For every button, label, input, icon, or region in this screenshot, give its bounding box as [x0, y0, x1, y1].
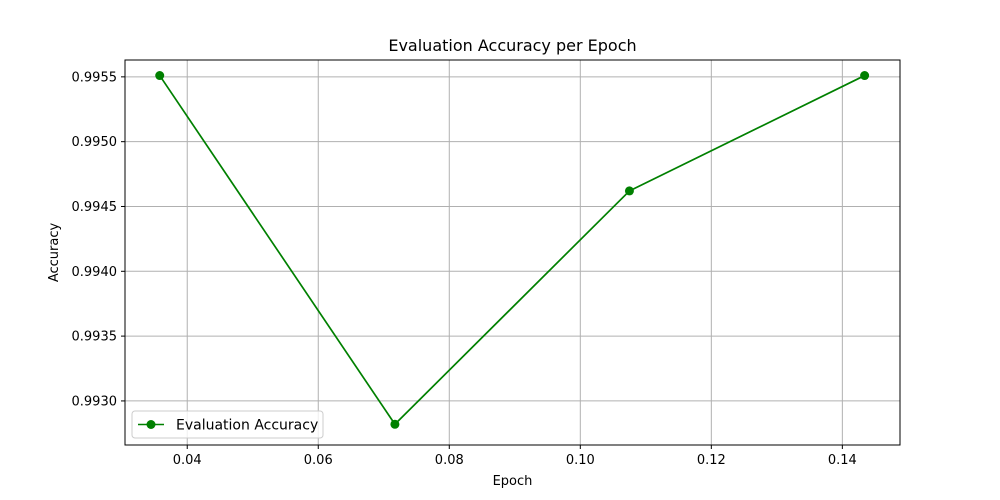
x-tick-label: 0.10	[566, 453, 595, 468]
series-line	[159, 74, 865, 426]
legend: Evaluation Accuracy	[131, 410, 324, 439]
data-point	[390, 419, 400, 429]
y-tick-label: 0.9950	[72, 135, 118, 150]
data-point	[155, 71, 165, 81]
y-tick-label: 0.9945	[72, 200, 118, 215]
legend-marker-swatch	[146, 420, 156, 429]
series-layer	[155, 71, 870, 429]
data-point	[860, 71, 870, 81]
data-point	[624, 186, 634, 196]
y-tick-label: 0.9955	[72, 70, 118, 85]
legend-box	[131, 410, 324, 439]
plot-area-frame	[124, 59, 901, 446]
x-tick-label: 0.12	[697, 453, 726, 468]
y-tick-label: 0.9940	[72, 265, 118, 280]
x-tick-label: 0.06	[304, 453, 333, 468]
y-tick-label: 0.9930	[72, 394, 118, 409]
x-tick-label: 0.04	[173, 453, 202, 468]
legend-entry-label: Evaluation Accuracy	[176, 418, 318, 434]
x-axis-label: Epoch	[493, 474, 533, 489]
x-tick-label: 0.08	[435, 453, 464, 468]
y-axis-label: Accuracy	[47, 223, 62, 283]
x-tick-label: 0.14	[828, 453, 857, 468]
chart-title: Evaluation Accuracy per Epoch	[388, 36, 636, 55]
grid-lines	[125, 60, 900, 445]
axis-ticks: 0.04 0.06 0.08 0.10 0.12 0.14 0.9930 0.9935 0.99…	[72, 70, 857, 468]
y-tick-label: 0.9935	[72, 330, 118, 345]
